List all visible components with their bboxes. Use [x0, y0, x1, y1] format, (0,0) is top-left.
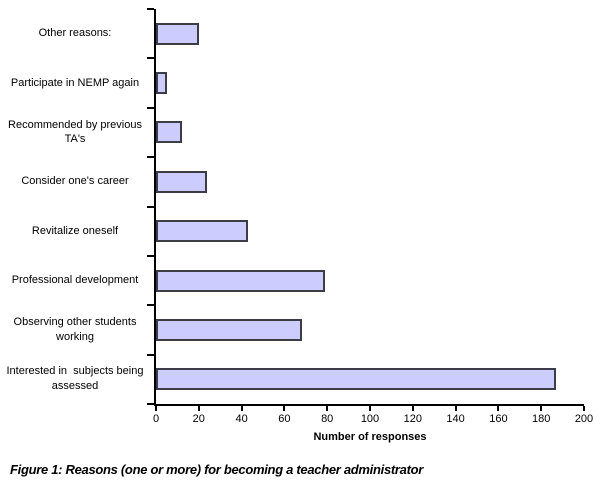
bar — [156, 121, 182, 144]
y-axis-tick — [147, 106, 154, 109]
bar — [156, 72, 167, 95]
bar — [156, 220, 249, 243]
y-axis-tick — [147, 205, 154, 208]
category-label: Other reasons: — [38, 27, 112, 40]
bar — [156, 318, 302, 341]
figure-caption: Figure 1: Reasons (one or more) for beco… — [10, 462, 424, 477]
x-axis-tick-label: 0 — [152, 413, 160, 425]
x-axis-tick — [583, 406, 585, 411]
category-label: Participate in NEMP again — [10, 76, 140, 89]
category-label: Consider one's career — [21, 175, 129, 188]
bar — [156, 269, 326, 292]
x-axis-tick — [326, 406, 329, 411]
bar — [156, 170, 208, 193]
x-axis-tick-label: 160 — [489, 413, 508, 425]
bar — [156, 368, 557, 391]
category-label: Observing other students working — [13, 316, 137, 343]
x-axis-title: Number of responses — [313, 431, 427, 443]
category-axis-labels: Other reasons: Participate in NEMP again R… — [0, 9, 150, 404]
x-axis-tick — [197, 406, 200, 411]
x-axis-tick — [454, 406, 457, 411]
category-label: Recommended by previous TA's — [8, 118, 142, 146]
y-axis-tick — [147, 8, 154, 10]
y-axis-tick — [147, 254, 154, 257]
y-axis-tick — [147, 156, 154, 159]
y-axis-tick — [147, 403, 154, 405]
x-axis-tick-label: 140 — [446, 413, 465, 425]
x-axis-tick — [411, 406, 414, 411]
x-axis-tick — [369, 406, 371, 411]
x-axis-tick-label: 180 — [532, 413, 551, 425]
x-axis-tick-label: 100 — [360, 413, 380, 425]
x-axis-tick — [540, 406, 543, 411]
x-axis-tick — [240, 406, 243, 411]
x-axis-tick — [283, 406, 286, 411]
category-label: Professional development — [11, 274, 139, 287]
x-axis-tick-label: 80 — [321, 413, 334, 425]
plot-area — [154, 9, 584, 406]
y-axis-tick — [147, 304, 154, 307]
x-axis-tick-label: 60 — [278, 413, 291, 425]
x-axis-tick-label: 120 — [403, 413, 422, 425]
y-axis-tick — [147, 353, 154, 356]
bar — [156, 22, 199, 45]
bar-chart: Other reasons: Participate in NEMP again R… — [0, 8, 594, 443]
category-label: Revitalize oneself — [31, 224, 119, 237]
category-label: Interested in subjects being assessed — [6, 365, 144, 393]
x-axis-tick-label: 40 — [235, 413, 248, 425]
x-axis-tick — [155, 406, 157, 411]
x-axis-tick — [497, 406, 500, 411]
x-axis-tick-label: 200 — [574, 413, 594, 425]
x-axis-tick-label: 20 — [192, 413, 205, 425]
y-axis-tick — [147, 57, 154, 60]
